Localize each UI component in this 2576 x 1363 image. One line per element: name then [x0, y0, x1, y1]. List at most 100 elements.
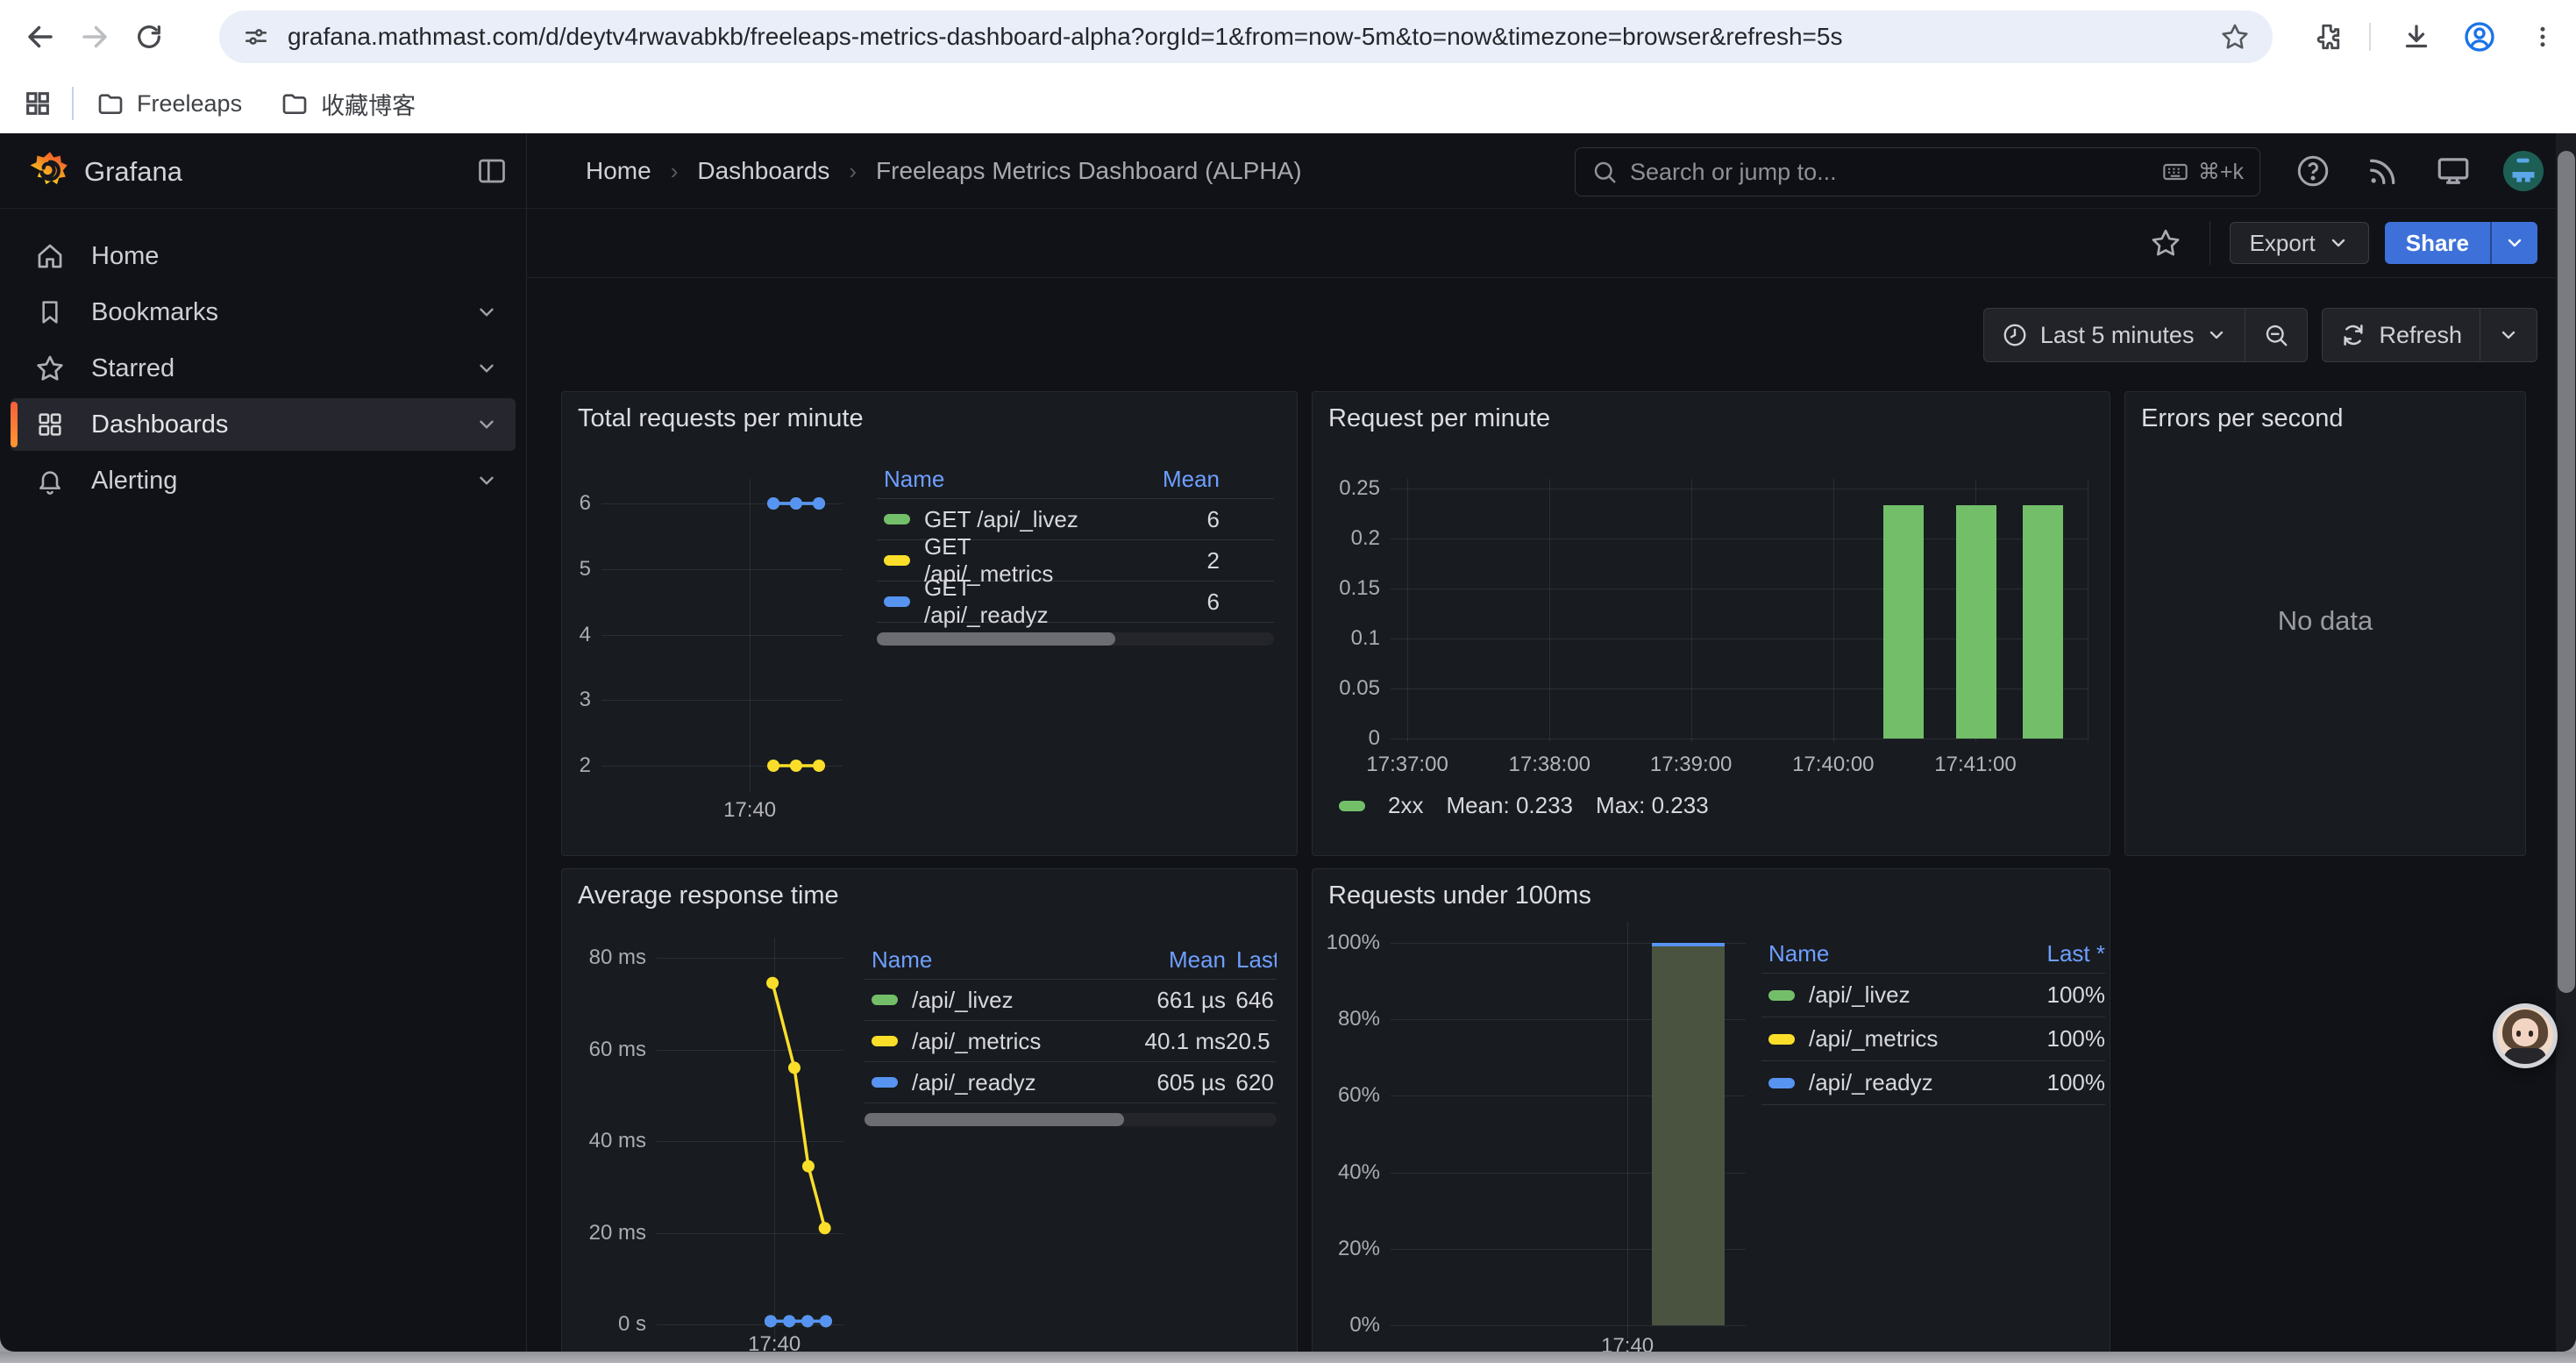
- y-gridline: [601, 766, 843, 767]
- favorite-star-icon[interactable]: [2146, 224, 2185, 262]
- dashboards-grid-icon: [35, 410, 65, 439]
- forward-icon[interactable]: [75, 18, 114, 56]
- extensions-icon[interactable]: [2308, 18, 2346, 56]
- chevron-down-icon[interactable]: [475, 469, 498, 492]
- user-avatar[interactable]: [2502, 150, 2544, 192]
- legend-header-last[interactable]: Last *: [1226, 946, 1277, 974]
- scrollbar-thumb[interactable]: [877, 632, 1115, 646]
- back-icon[interactable]: [21, 18, 60, 56]
- series-name[interactable]: GET /api/_readyz: [924, 574, 1096, 629]
- legend-header-mean[interactable]: Mean: [1096, 466, 1220, 493]
- panel-title[interactable]: Errors per second: [2141, 404, 2344, 433]
- bookmark-folder-blogs[interactable]: 收藏博客: [281, 87, 416, 121]
- legend-hscrollbar[interactable]: [865, 1113, 1277, 1126]
- page-scrollbar-thumb[interactable]: [2558, 151, 2575, 993]
- x-gridline: [1549, 479, 1550, 742]
- sidebar-item-home[interactable]: Home: [11, 230, 516, 282]
- panel-request-per-minute[interactable]: Request per minute 17:37:0017:38:0017:39…: [1312, 391, 2110, 856]
- address-bar[interactable]: grafana.mathmast.com/d/deytv4rwavabkb/fr…: [219, 11, 2273, 63]
- panel-title[interactable]: Request per minute: [1328, 404, 1550, 433]
- share-label[interactable]: Share: [2385, 222, 2490, 264]
- monitor-icon[interactable]: [2432, 150, 2474, 192]
- share-button[interactable]: Share: [2385, 222, 2537, 264]
- series-last: 100%: [2000, 981, 2105, 1009]
- series-name[interactable]: 2xx: [1388, 792, 1423, 819]
- series-mean: 40.1 ms: [1084, 1028, 1226, 1055]
- no-data-message: No data: [2125, 605, 2525, 637]
- browser-menu-icon[interactable]: [2523, 18, 2562, 56]
- legend-row[interactable]: /api/_livez 661 µs 646 µs: [865, 980, 1277, 1021]
- panel-title[interactable]: Requests under 100ms: [1328, 881, 1591, 910]
- series-name[interactable]: /api/_metrics: [1809, 1025, 1938, 1053]
- apps-grid-icon[interactable]: [23, 89, 53, 118]
- chevron-down-icon[interactable]: [475, 301, 498, 324]
- scrollbar-thumb[interactable]: [865, 1113, 1124, 1126]
- panel-average-response-time[interactable]: Average response time 17:4080 ms60 ms40 …: [561, 868, 1298, 1352]
- series-name[interactable]: /api/_readyz: [1809, 1069, 1933, 1096]
- bookmark-star-icon[interactable]: [2220, 22, 2250, 52]
- series-max: Max: 0.233: [1596, 792, 1709, 819]
- zoom-out-button[interactable]: [2245, 309, 2307, 361]
- series-name[interactable]: GET /api/_livez: [924, 506, 1078, 533]
- y-gridline: [657, 1233, 843, 1234]
- horizontal-scrollbar[interactable]: [0, 1352, 2576, 1363]
- time-range-picker[interactable]: Last 5 minutes: [1984, 309, 2245, 361]
- url-text[interactable]: grafana.mathmast.com/d/deytv4rwavabkb/fr…: [288, 23, 2220, 51]
- legend-header-last[interactable]: Last *: [2000, 940, 2105, 967]
- sidebar-item-bookmarks[interactable]: Bookmarks: [11, 286, 516, 339]
- clock-icon: [2002, 322, 2028, 348]
- legend-row[interactable]: /api/_metrics 100%: [1761, 1017, 2105, 1061]
- chevron-down-icon: [2206, 325, 2227, 346]
- y-axis-label: 80%: [1312, 1006, 1380, 1032]
- breadcrumb-dashboards[interactable]: Dashboards: [697, 157, 829, 185]
- legend-header-name[interactable]: Name: [877, 466, 1096, 493]
- sidebar-item-label: Home: [91, 242, 159, 271]
- panel-errors-per-second[interactable]: Errors per second No data: [2124, 391, 2526, 856]
- series-swatch: [1768, 1034, 1795, 1045]
- reload-icon[interactable]: [130, 18, 168, 56]
- panel-title[interactable]: Total requests per minute: [578, 404, 864, 433]
- grafana-logo[interactable]: [28, 149, 72, 193]
- series-mean: 6: [1096, 506, 1220, 533]
- y-gridline: [601, 569, 843, 570]
- refresh-interval-caret[interactable]: [2480, 309, 2537, 361]
- download-icon[interactable]: [2397, 18, 2436, 56]
- chevron-down-icon: [2504, 232, 2525, 253]
- legend-hscrollbar[interactable]: [877, 632, 1274, 646]
- sidebar-item-starred[interactable]: Starred: [11, 342, 516, 395]
- series-name[interactable]: /api/_livez: [1809, 981, 1911, 1009]
- news-rss-icon[interactable]: [2362, 150, 2404, 192]
- sidebar-toggle-icon[interactable]: [476, 155, 508, 187]
- refresh-button[interactable]: Refresh: [2323, 309, 2480, 361]
- legend-row[interactable]: /api/_metrics 40.1 ms 20.5 ms: [865, 1021, 1277, 1062]
- breadcrumb-home[interactable]: Home: [586, 157, 651, 185]
- assistant-avatar-button[interactable]: [2493, 1003, 2558, 1068]
- profile-icon[interactable]: [2460, 18, 2499, 56]
- panel-requests-under-100ms[interactable]: Requests under 100ms 17:40100%80%60%40%2…: [1312, 868, 2110, 1352]
- sidebar-item-alerting[interactable]: Alerting: [11, 454, 516, 507]
- help-icon[interactable]: [2292, 150, 2334, 192]
- toolbar-divider: [2369, 23, 2371, 51]
- panel-total-requests[interactable]: Total requests per minute 17:4065432 Nam…: [561, 391, 1298, 856]
- legend-header-mean[interactable]: Mean: [1084, 946, 1226, 974]
- share-menu-caret[interactable]: [2490, 222, 2537, 264]
- y-gridline: [1391, 1325, 1746, 1326]
- legend-row[interactable]: GET /api/_readyz 6: [877, 582, 1274, 623]
- legend-header-name[interactable]: Name: [1761, 940, 2000, 967]
- bookmark-folder-freeleaps[interactable]: Freeleaps: [96, 89, 242, 118]
- site-controls-icon[interactable]: [242, 23, 270, 51]
- legend-row[interactable]: /api/_readyz 100%: [1761, 1061, 2105, 1105]
- chevron-down-icon[interactable]: [475, 413, 498, 436]
- series-name[interactable]: /api/_metrics: [912, 1028, 1041, 1055]
- series-name[interactable]: /api/_livez: [912, 987, 1014, 1014]
- legend-header-name[interactable]: Name: [865, 946, 1084, 974]
- chevron-down-icon[interactable]: [475, 357, 498, 380]
- legend-row[interactable]: /api/_readyz 605 µs 620 µs: [865, 1062, 1277, 1103]
- legend-row[interactable]: /api/_livez 100%: [1761, 974, 2105, 1017]
- search-input[interactable]: Search or jump to... ⌘+k: [1575, 147, 2260, 196]
- y-axis-label: 100%: [1312, 930, 1380, 956]
- panel-title[interactable]: Average response time: [578, 881, 839, 910]
- export-button[interactable]: Export: [2230, 222, 2369, 264]
- series-name[interactable]: /api/_readyz: [912, 1069, 1036, 1096]
- sidebar-item-dashboards[interactable]: Dashboards: [11, 398, 516, 451]
